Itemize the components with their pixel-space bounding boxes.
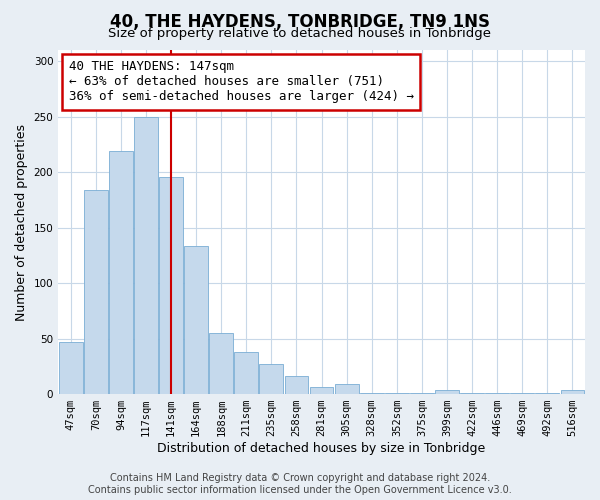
Bar: [84, 190, 108, 394]
Bar: [435, 390, 459, 394]
Bar: [335, 384, 359, 394]
Bar: [184, 246, 208, 394]
Bar: [410, 393, 434, 394]
Bar: [385, 393, 409, 394]
Bar: [284, 376, 308, 394]
Text: Size of property relative to detached houses in Tonbridge: Size of property relative to detached ho…: [109, 28, 491, 40]
Bar: [235, 352, 258, 394]
Bar: [109, 151, 133, 394]
Text: Contains HM Land Registry data © Crown copyright and database right 2024.
Contai: Contains HM Land Registry data © Crown c…: [88, 474, 512, 495]
Bar: [159, 176, 183, 394]
Y-axis label: Number of detached properties: Number of detached properties: [15, 124, 28, 320]
Bar: [460, 393, 484, 394]
Bar: [259, 364, 283, 394]
Bar: [535, 393, 559, 394]
Bar: [209, 333, 233, 394]
Bar: [134, 116, 158, 394]
Bar: [310, 388, 334, 394]
Bar: [560, 390, 584, 394]
Bar: [59, 342, 83, 394]
Text: 40 THE HAYDENS: 147sqm
← 63% of detached houses are smaller (751)
36% of semi-de: 40 THE HAYDENS: 147sqm ← 63% of detached…: [69, 60, 414, 104]
Bar: [511, 393, 534, 394]
Text: 40, THE HAYDENS, TONBRIDGE, TN9 1NS: 40, THE HAYDENS, TONBRIDGE, TN9 1NS: [110, 12, 490, 30]
X-axis label: Distribution of detached houses by size in Tonbridge: Distribution of detached houses by size …: [157, 442, 486, 455]
Bar: [485, 393, 509, 394]
Bar: [360, 393, 383, 394]
